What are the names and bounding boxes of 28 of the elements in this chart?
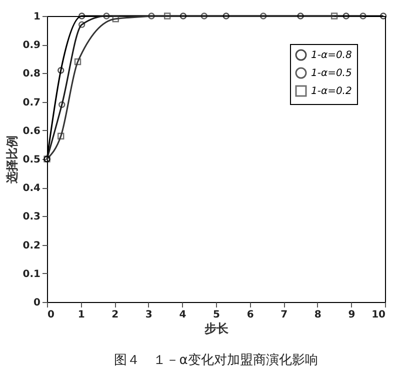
legend-label: 1-α=0.2 <box>311 86 352 97</box>
y-tick-label: 0.4 <box>22 183 41 194</box>
y-tick-label: 1 <box>34 12 41 22</box>
y-tick-label: 0.8 <box>22 68 41 80</box>
x-tick-label: 2 <box>112 310 119 320</box>
y-tick-label: 0.1 <box>22 268 41 280</box>
x-tick-label: 4 <box>179 310 186 320</box>
legend-label: 1-α=0.8 <box>311 50 352 61</box>
legend-label: 1-α=0.5 <box>311 68 352 79</box>
x-tick-label: 6 <box>246 310 254 320</box>
x-tick-label: 1 <box>78 310 85 320</box>
y-tick-label: 0.3 <box>22 212 41 223</box>
x-tick-label: 5 <box>213 310 220 320</box>
x-tick-label: 9 <box>348 310 356 320</box>
y-tick-label: 0.5 <box>22 154 41 166</box>
x-axis-title: 步长 <box>204 322 230 336</box>
x-tick-label: 3 <box>145 310 152 320</box>
y-tick-label: 0 <box>34 298 41 308</box>
x-tick-label: 8 <box>314 310 322 320</box>
text: 图４ １－α变化对加盟商演化影响 <box>114 353 318 368</box>
x-tick-label: 7 <box>280 310 288 320</box>
y-tick-label: 0.7 <box>22 97 41 108</box>
y-axis-title: 选择比例 <box>4 136 19 184</box>
x-tick-label: 0 <box>48 310 54 320</box>
x-tick-label: 10 <box>372 310 386 320</box>
y-tick-label: 0.2 <box>22 240 41 252</box>
y-tick-label: 0.6 <box>22 126 41 137</box>
y-tick-label: 0.9 <box>22 40 41 52</box>
